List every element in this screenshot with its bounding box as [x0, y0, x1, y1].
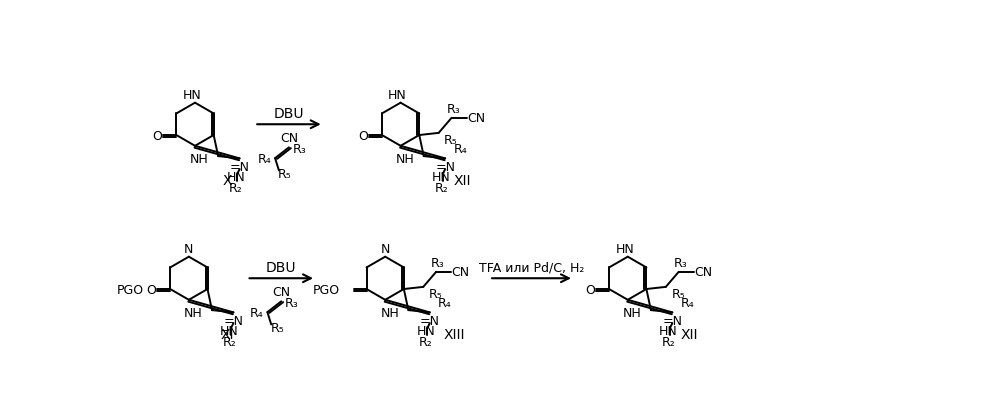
Text: DBU: DBU: [266, 261, 296, 275]
Text: PGO: PGO: [116, 283, 144, 296]
Text: =N: =N: [230, 160, 250, 173]
Text: HN: HN: [227, 171, 246, 184]
Text: O: O: [153, 129, 162, 142]
Text: =N: =N: [420, 314, 440, 327]
Text: XII: XII: [453, 173, 471, 187]
Text: R₅: R₅: [672, 287, 685, 300]
Text: X: X: [223, 173, 233, 187]
Text: NH: NH: [380, 306, 399, 319]
Text: HN: HN: [616, 243, 634, 256]
Text: R₂: R₂: [223, 335, 237, 348]
Text: O: O: [146, 283, 156, 296]
Text: =N: =N: [435, 160, 455, 173]
Text: CN: CN: [467, 112, 485, 125]
Text: =N: =N: [663, 314, 683, 327]
Text: HN: HN: [416, 324, 435, 338]
Text: TFA или Pd/C, H₂: TFA или Pd/C, H₂: [479, 261, 584, 274]
Text: R₄: R₄: [250, 306, 263, 319]
Text: HN: HN: [432, 171, 451, 184]
Text: R₂: R₂: [662, 335, 676, 348]
Text: NH: NH: [396, 152, 414, 166]
Text: R₅: R₅: [270, 321, 284, 334]
Text: O: O: [358, 129, 368, 142]
Text: PGO: PGO: [312, 283, 339, 296]
Text: R₄: R₄: [681, 296, 695, 309]
Text: XII: XII: [681, 327, 698, 341]
Text: R₃: R₃: [674, 256, 688, 269]
Text: R₄: R₄: [438, 296, 452, 309]
Text: R₄: R₄: [257, 152, 271, 165]
Text: NH: NH: [191, 152, 209, 166]
Text: XIII: XIII: [444, 327, 465, 341]
Text: R₂: R₂: [229, 182, 243, 194]
Text: R₂: R₂: [419, 335, 433, 348]
Text: R₃: R₃: [285, 297, 298, 310]
Text: R₃: R₃: [446, 103, 460, 116]
Text: R₅: R₅: [429, 287, 442, 300]
Text: R₃: R₃: [431, 256, 445, 269]
Text: CN: CN: [694, 265, 713, 279]
Text: CN: CN: [451, 265, 470, 279]
Text: R₃: R₃: [292, 143, 306, 156]
Text: CN: CN: [272, 285, 290, 298]
Text: NH: NH: [623, 306, 642, 319]
Text: HN: HN: [221, 324, 239, 338]
Text: R₂: R₂: [434, 182, 448, 194]
Text: XI: XI: [221, 327, 235, 341]
Text: R₅: R₅: [444, 133, 458, 146]
Text: HN: HN: [659, 324, 678, 338]
Text: HN: HN: [183, 89, 202, 102]
Text: R₄: R₄: [453, 142, 467, 155]
Text: N: N: [185, 243, 194, 256]
Text: CN: CN: [279, 132, 298, 144]
Text: O: O: [585, 283, 595, 296]
Text: R₅: R₅: [278, 168, 292, 180]
Text: NH: NH: [184, 306, 203, 319]
Text: HN: HN: [388, 89, 407, 102]
Text: DBU: DBU: [273, 107, 304, 121]
Text: N: N: [380, 243, 390, 256]
Text: =N: =N: [224, 314, 244, 327]
